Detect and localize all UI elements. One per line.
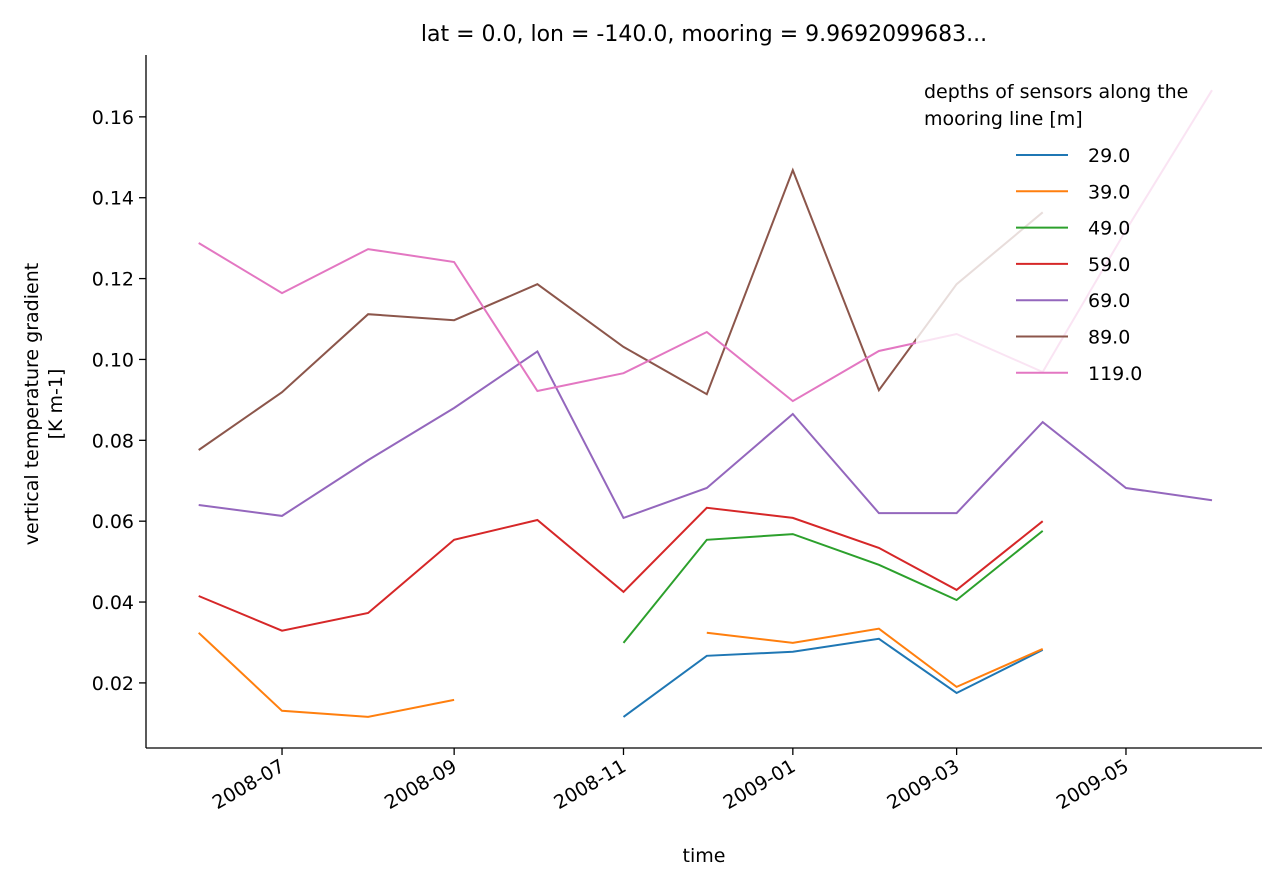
x-tick-label: 2008-09 [381,755,461,814]
x-tick-label: 2008-07 [209,755,289,814]
y-tick-label: 0.14 [92,188,134,210]
legend: depths of sensors along the mooring line… [916,72,1246,394]
y-tick-label: 0.02 [92,673,134,695]
series-line [707,629,1043,687]
y-tick-label: 0.08 [92,430,134,452]
x-tick-label: 2009-03 [883,755,963,814]
x-tick-label: 2009-01 [720,755,800,814]
legend-label: 59.0 [1088,254,1130,276]
y-axis-label-line-1: vertical temperature gradient [21,263,43,545]
series-line [199,508,1043,631]
legend-label: 49.0 [1088,218,1130,240]
y-tick-label: 0.16 [92,107,134,129]
x-tick-label: 2008-11 [550,755,630,814]
y-axis-label-line-2: [K m-1] [45,369,67,440]
legend-title-line-2: mooring line [m] [924,108,1083,130]
x-tick-label: 2009-05 [1053,755,1133,814]
series-line [624,531,1043,643]
series-29.0 [623,639,1042,717]
legend-label: 69.0 [1088,290,1130,312]
series-line [624,639,1043,717]
legend-label: 119.0 [1088,363,1142,385]
series-59.0 [199,508,1043,631]
legend-label: 39.0 [1088,181,1130,203]
legend-label: 29.0 [1088,145,1130,167]
series-39.0 [199,629,1043,717]
y-tick-label: 0.06 [92,511,134,533]
legend-label: 89.0 [1088,327,1130,349]
y-tick-label: 0.12 [92,269,134,291]
series-line [199,633,454,717]
y-tick-label: 0.10 [92,349,134,371]
chart-title: lat = 0.0, lon = -140.0, mooring = 9.969… [421,22,987,47]
y-tick-label: 0.04 [92,592,134,614]
x-axis-label: time [683,845,726,867]
legend-title-line-1: depths of sensors along the [924,81,1188,103]
series-49.0 [623,531,1042,643]
